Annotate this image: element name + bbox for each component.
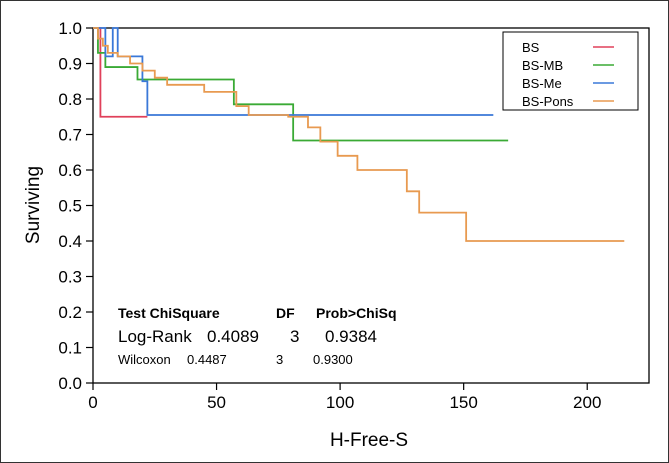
stats-header-df: DF — [276, 305, 295, 321]
y-tick-label: 0.4 — [58, 232, 82, 251]
y-axis-title: Surviving — [23, 166, 44, 244]
stats-row-chisq: 0.4089 — [207, 327, 259, 346]
stats-row-test: Wilcoxon — [118, 352, 171, 367]
x-tick-label: 200 — [573, 393, 601, 412]
y-tick-label: 0.2 — [58, 303, 82, 322]
y-tick-label: 0.3 — [58, 268, 82, 287]
y-tick-label: 0.7 — [58, 126, 82, 145]
legend-label: BS-Me — [522, 76, 562, 91]
legend-label: BS-MB — [522, 58, 563, 73]
x-tick-label: 150 — [449, 393, 477, 412]
series-line-bs-mb — [93, 27, 509, 142]
legend-label: BS — [522, 40, 540, 55]
stats-header-prob: Prob>ChiSq — [316, 305, 397, 321]
y-tick-label: 0.6 — [58, 161, 82, 180]
y-tick-label: 0.5 — [58, 197, 82, 216]
legend-box — [502, 31, 639, 111]
stats-row-test: Log-Rank — [118, 327, 192, 346]
x-tick-label: 100 — [326, 393, 354, 412]
stats-header-test: Test ChiSquare — [118, 305, 220, 321]
x-tick-label: 0 — [88, 393, 97, 412]
y-tick-label: 0.1 — [58, 339, 82, 358]
series-line-bs-pons — [93, 27, 625, 242]
series-line-bs — [93, 27, 148, 118]
stats-row-p: 0.9300 — [313, 352, 353, 367]
legend-label: BS-Pons — [522, 94, 574, 109]
y-tick-label: 0.9 — [58, 55, 82, 74]
stats-row-chisq: 0.4487 — [187, 352, 227, 367]
y-tick-label: 1.0 — [58, 19, 82, 38]
x-tick-label: 50 — [207, 393, 226, 412]
legend: BS BS-MB BS-Me BS-Pons — [502, 31, 639, 111]
stats-row-p: 0.9384 — [325, 327, 377, 346]
stats-table: Test ChiSquare DF Prob>ChiSq Log-Rank 0.… — [118, 305, 397, 367]
stats-row-df: 3 — [290, 327, 299, 346]
y-tick-label: 0.8 — [58, 90, 82, 109]
y-tick-label: 0.0 — [58, 374, 82, 393]
stats-row-df: 3 — [276, 352, 283, 367]
x-axis-title: H-Free-S — [330, 430, 408, 451]
